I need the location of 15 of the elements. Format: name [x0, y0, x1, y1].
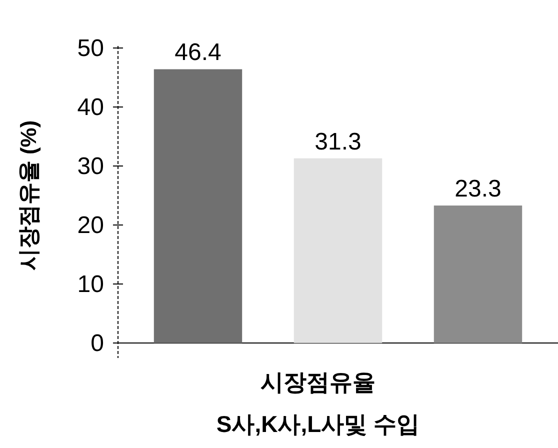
y-tick-label: 40	[77, 94, 104, 121]
bar	[434, 206, 522, 343]
y-axis-title: 시장점유율 (%)	[16, 120, 41, 271]
data-label: 23.3	[454, 176, 502, 203]
y-tick-label: 20	[77, 212, 104, 239]
bar	[154, 69, 242, 343]
y-tick-label: 0	[90, 330, 104, 357]
x-axis-title: 시장점유율	[260, 369, 376, 395]
y-tick-label: 30	[77, 153, 104, 180]
data-label: 46.4	[174, 39, 222, 66]
y-tick-label: 50	[77, 35, 104, 62]
text: S사,K사,L사및 수입	[216, 411, 420, 437]
bar	[294, 158, 382, 343]
y-tick-label: 10	[77, 271, 104, 298]
data-label: 31.3	[314, 128, 362, 156]
